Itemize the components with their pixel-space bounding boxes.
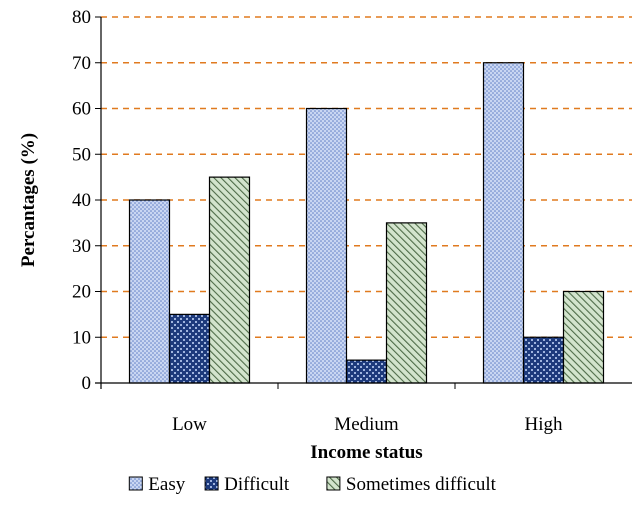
y-tick-label: 80	[72, 7, 91, 28]
y-tick-label: 70	[72, 53, 91, 74]
bars	[128, 62, 605, 384]
bar-checker	[168, 313, 211, 384]
y-axis-title: Percantages (%)	[18, 133, 39, 267]
y-tick-label: 0	[82, 373, 92, 394]
x-tick-label: Low	[172, 414, 207, 435]
legend-label: Difficult	[224, 474, 290, 495]
y-tick-label: 60	[72, 99, 91, 120]
bar-dots	[305, 107, 348, 384]
x-tick-label: Medium	[334, 414, 399, 435]
legend-swatch-checker	[204, 476, 219, 491]
legend-label: Easy	[148, 474, 185, 495]
axes	[95, 16, 632, 389]
bar-checker	[522, 336, 565, 384]
bar-dots	[128, 199, 171, 384]
bar-diagonal	[208, 176, 251, 384]
legend-swatch-diagonal	[326, 476, 341, 491]
y-tick-label: 40	[72, 190, 91, 211]
y-tick-label: 30	[72, 236, 91, 257]
y-tick-label: 10	[72, 327, 91, 348]
x-tick-label: High	[525, 414, 564, 435]
legend-swatch-dots	[128, 476, 143, 491]
bar-diagonal	[385, 222, 428, 384]
x-axis-title: Income status	[310, 442, 422, 463]
y-tick-label: 50	[72, 144, 91, 165]
gridlines	[101, 16, 632, 339]
legend-label: Sometimes difficult	[346, 474, 497, 495]
bar-diagonal	[562, 290, 605, 384]
y-tick-label: 20	[72, 282, 91, 303]
legend: Easy Difficult Sometimes difficult	[128, 474, 497, 495]
bar-checker	[345, 359, 388, 384]
tick-labels: 0 10 20 30 40 50 60 70 80 Low Medium High	[72, 7, 563, 435]
bar-dots	[482, 62, 525, 384]
